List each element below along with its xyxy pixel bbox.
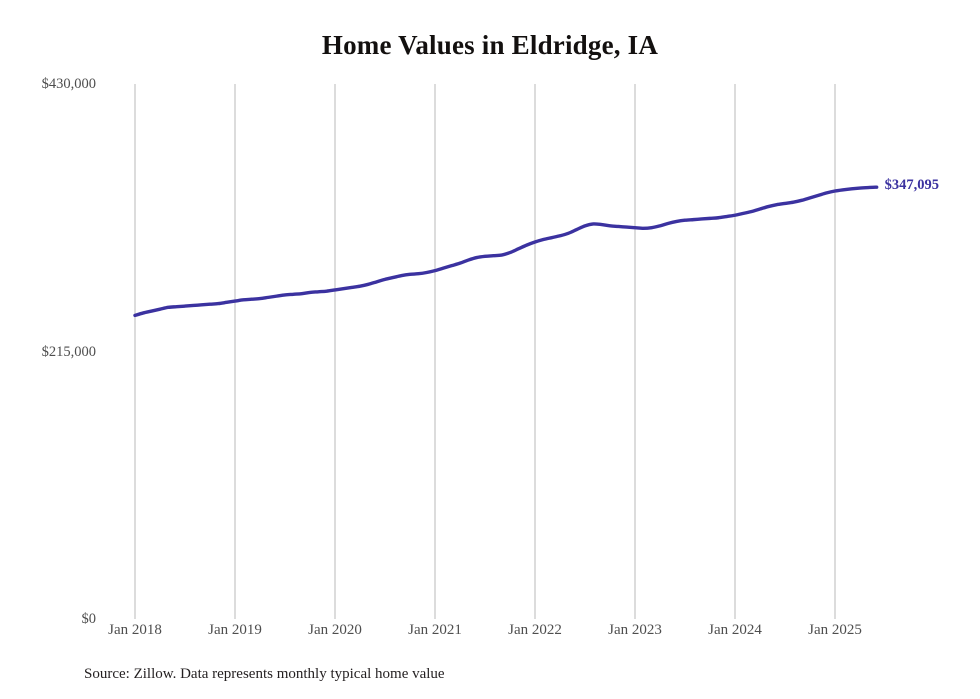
x-axis-tick-label-jan-2021: Jan 2021 [408,622,462,638]
end-value-annotation: $347,095 [884,177,940,194]
x-axis-tick-label-jan-2019: Jan 2019 [208,622,262,638]
chart-title: Home Values in Eldridge, IA [321,30,659,60]
source-footnote: Source: Zillow. Data represents monthly … [84,666,445,682]
x-axis-tick-label-jan-2018: Jan 2018 [108,622,162,638]
gridlines [134,84,836,619]
x-axis-tick-label-jan-2025: Jan 2025 [808,622,862,638]
series-line-typical-home-value [133,185,879,318]
x-axis-tick-label-jan-2024: Jan 2024 [708,622,762,638]
x-axis-tick-label-jan-2020: Jan 2020 [308,622,362,638]
x-axis-tick-label-jan-2023: Jan 2023 [608,622,662,638]
y-axis-tick-label-top: $430,000 [41,76,96,92]
y-axis-tick-label-middle: $215,000 [41,344,96,360]
y-axis-tick-label-bottom: $0 [81,611,97,627]
x-axis-tick-label-jan-2022: Jan 2022 [508,622,562,638]
